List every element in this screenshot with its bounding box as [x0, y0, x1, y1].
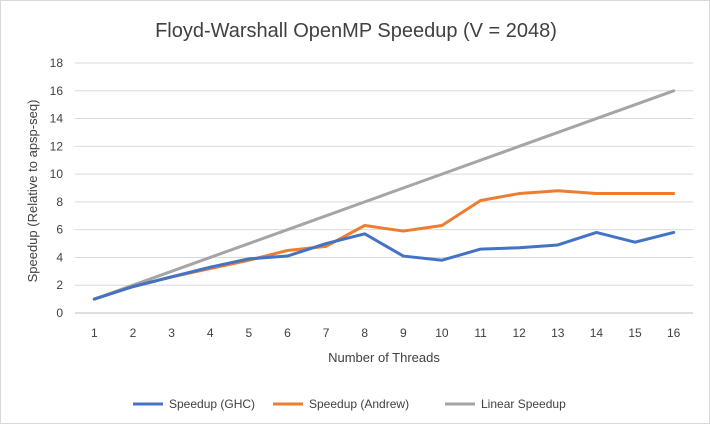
legend: Speedup (GHC) Speedup (Andrew) Linear Spee… [133, 397, 566, 411]
x-tick-label: 12 [513, 326, 527, 340]
y-tick-label: 12 [50, 139, 64, 153]
y-tick-label: 2 [56, 278, 63, 292]
x-tick-label: 11 [474, 326, 487, 340]
chart-title: Floyd-Warshall OpenMP Speedup (V = 2048) [155, 20, 557, 42]
y-tick-label: 18 [50, 56, 64, 70]
x-tick-label: 7 [323, 326, 330, 340]
y-axis-ticks: 0 2 4 6 8 10 12 14 16 18 [50, 56, 64, 320]
y-tick-label: 8 [56, 195, 63, 209]
series-line-0 [92, 230, 676, 301]
y-tick-label: 14 [50, 112, 64, 126]
x-tick-label: 16 [667, 326, 681, 340]
y-tick-label: 16 [50, 84, 64, 98]
x-axis-label: Number of Threads [328, 350, 440, 365]
x-tick-label: 3 [168, 326, 175, 340]
y-tick-label: 4 [56, 250, 63, 264]
legend-label: Speedup (GHC) [169, 397, 255, 411]
x-tick-label: 5 [245, 326, 252, 340]
x-axis-ticks: 1 2 3 4 5 6 7 8 9 10 11 12 13 14 15 16 [91, 326, 681, 340]
x-tick-label: 8 [361, 326, 368, 340]
y-axis-label: Speedup (Relative to apsp-seq) [25, 100, 40, 283]
series-line-2 [92, 89, 676, 301]
y-tick-label: 10 [50, 167, 64, 181]
x-tick-label: 9 [400, 326, 407, 340]
x-tick-label: 1 [91, 326, 98, 340]
legend-label: Linear Speedup [481, 397, 566, 411]
x-tick-label: 2 [130, 326, 137, 340]
series-lines [92, 89, 676, 301]
x-tick-label: 14 [590, 326, 604, 340]
x-tick-label: 6 [284, 326, 291, 340]
grid-lines [75, 62, 693, 314]
x-tick-label: 13 [551, 326, 565, 340]
y-tick-label: 0 [56, 306, 63, 320]
legend-label: Speedup (Andrew) [309, 397, 409, 411]
x-tick-label: 15 [628, 326, 642, 340]
y-tick-label: 6 [56, 223, 63, 237]
x-tick-label: 10 [435, 326, 449, 340]
x-tick-label: 4 [207, 326, 214, 340]
